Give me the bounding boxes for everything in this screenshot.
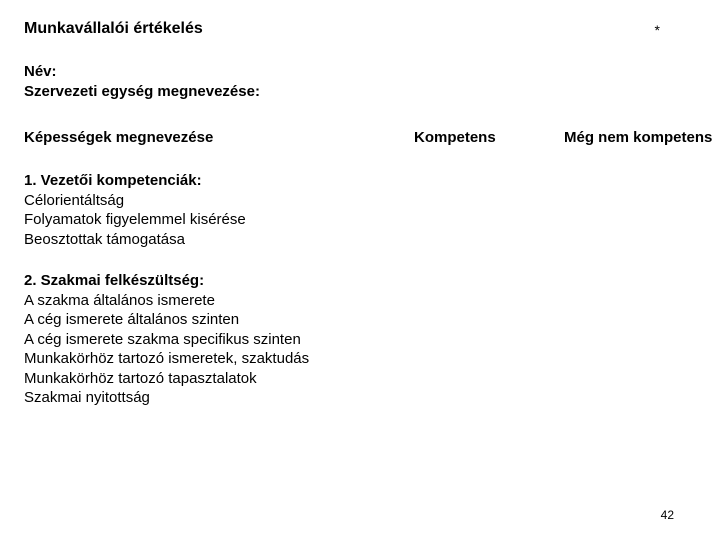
section-2-item: Munkakörhöz tartozó ismeretek, szaktudás: [24, 349, 696, 369]
section-2-item: A cég ismerete szakma specifikus szinten: [24, 330, 696, 350]
column-headers: Képességek megnevezése Kompetens Még nem…: [24, 129, 696, 147]
page-title: Munkavállalói értékelés: [24, 20, 696, 38]
section-2-item: Munkakörhöz tartozó tapasztalatok: [24, 369, 696, 389]
corner-mark: *: [655, 22, 660, 38]
section-2-item: A cég ismerete általános szinten: [24, 310, 696, 330]
section-2-heading: 2. Szakmai felkészültség:: [24, 271, 696, 291]
col-header-abilities: Képességek megnevezése: [24, 129, 414, 147]
col-header-competent: Kompetens: [414, 129, 564, 147]
section-1: 1. Vezetői kompetenciák: Célorientáltság…: [24, 171, 696, 249]
col-header-not-competent: Még nem kompetens: [564, 129, 720, 147]
section-2-item: Szakmai nyitottság: [24, 388, 696, 408]
page-number: 42: [661, 508, 674, 522]
section-1-heading: 1. Vezetői kompetenciák:: [24, 171, 696, 191]
section-2: 2. Szakmai felkészültség: A szakma által…: [24, 271, 696, 408]
section-1-item: Folyamatok figyelemmel kisérése: [24, 210, 696, 230]
unit-label: Szervezeti egység megnevezése:: [24, 82, 696, 102]
section-1-item: Célorientáltság: [24, 191, 696, 211]
meta-block: Név: Szervezeti egység megnevezése:: [24, 62, 696, 101]
name-label: Név:: [24, 62, 696, 82]
section-2-item: A szakma általános ismerete: [24, 291, 696, 311]
section-1-item: Beosztottak támogatása: [24, 230, 696, 250]
